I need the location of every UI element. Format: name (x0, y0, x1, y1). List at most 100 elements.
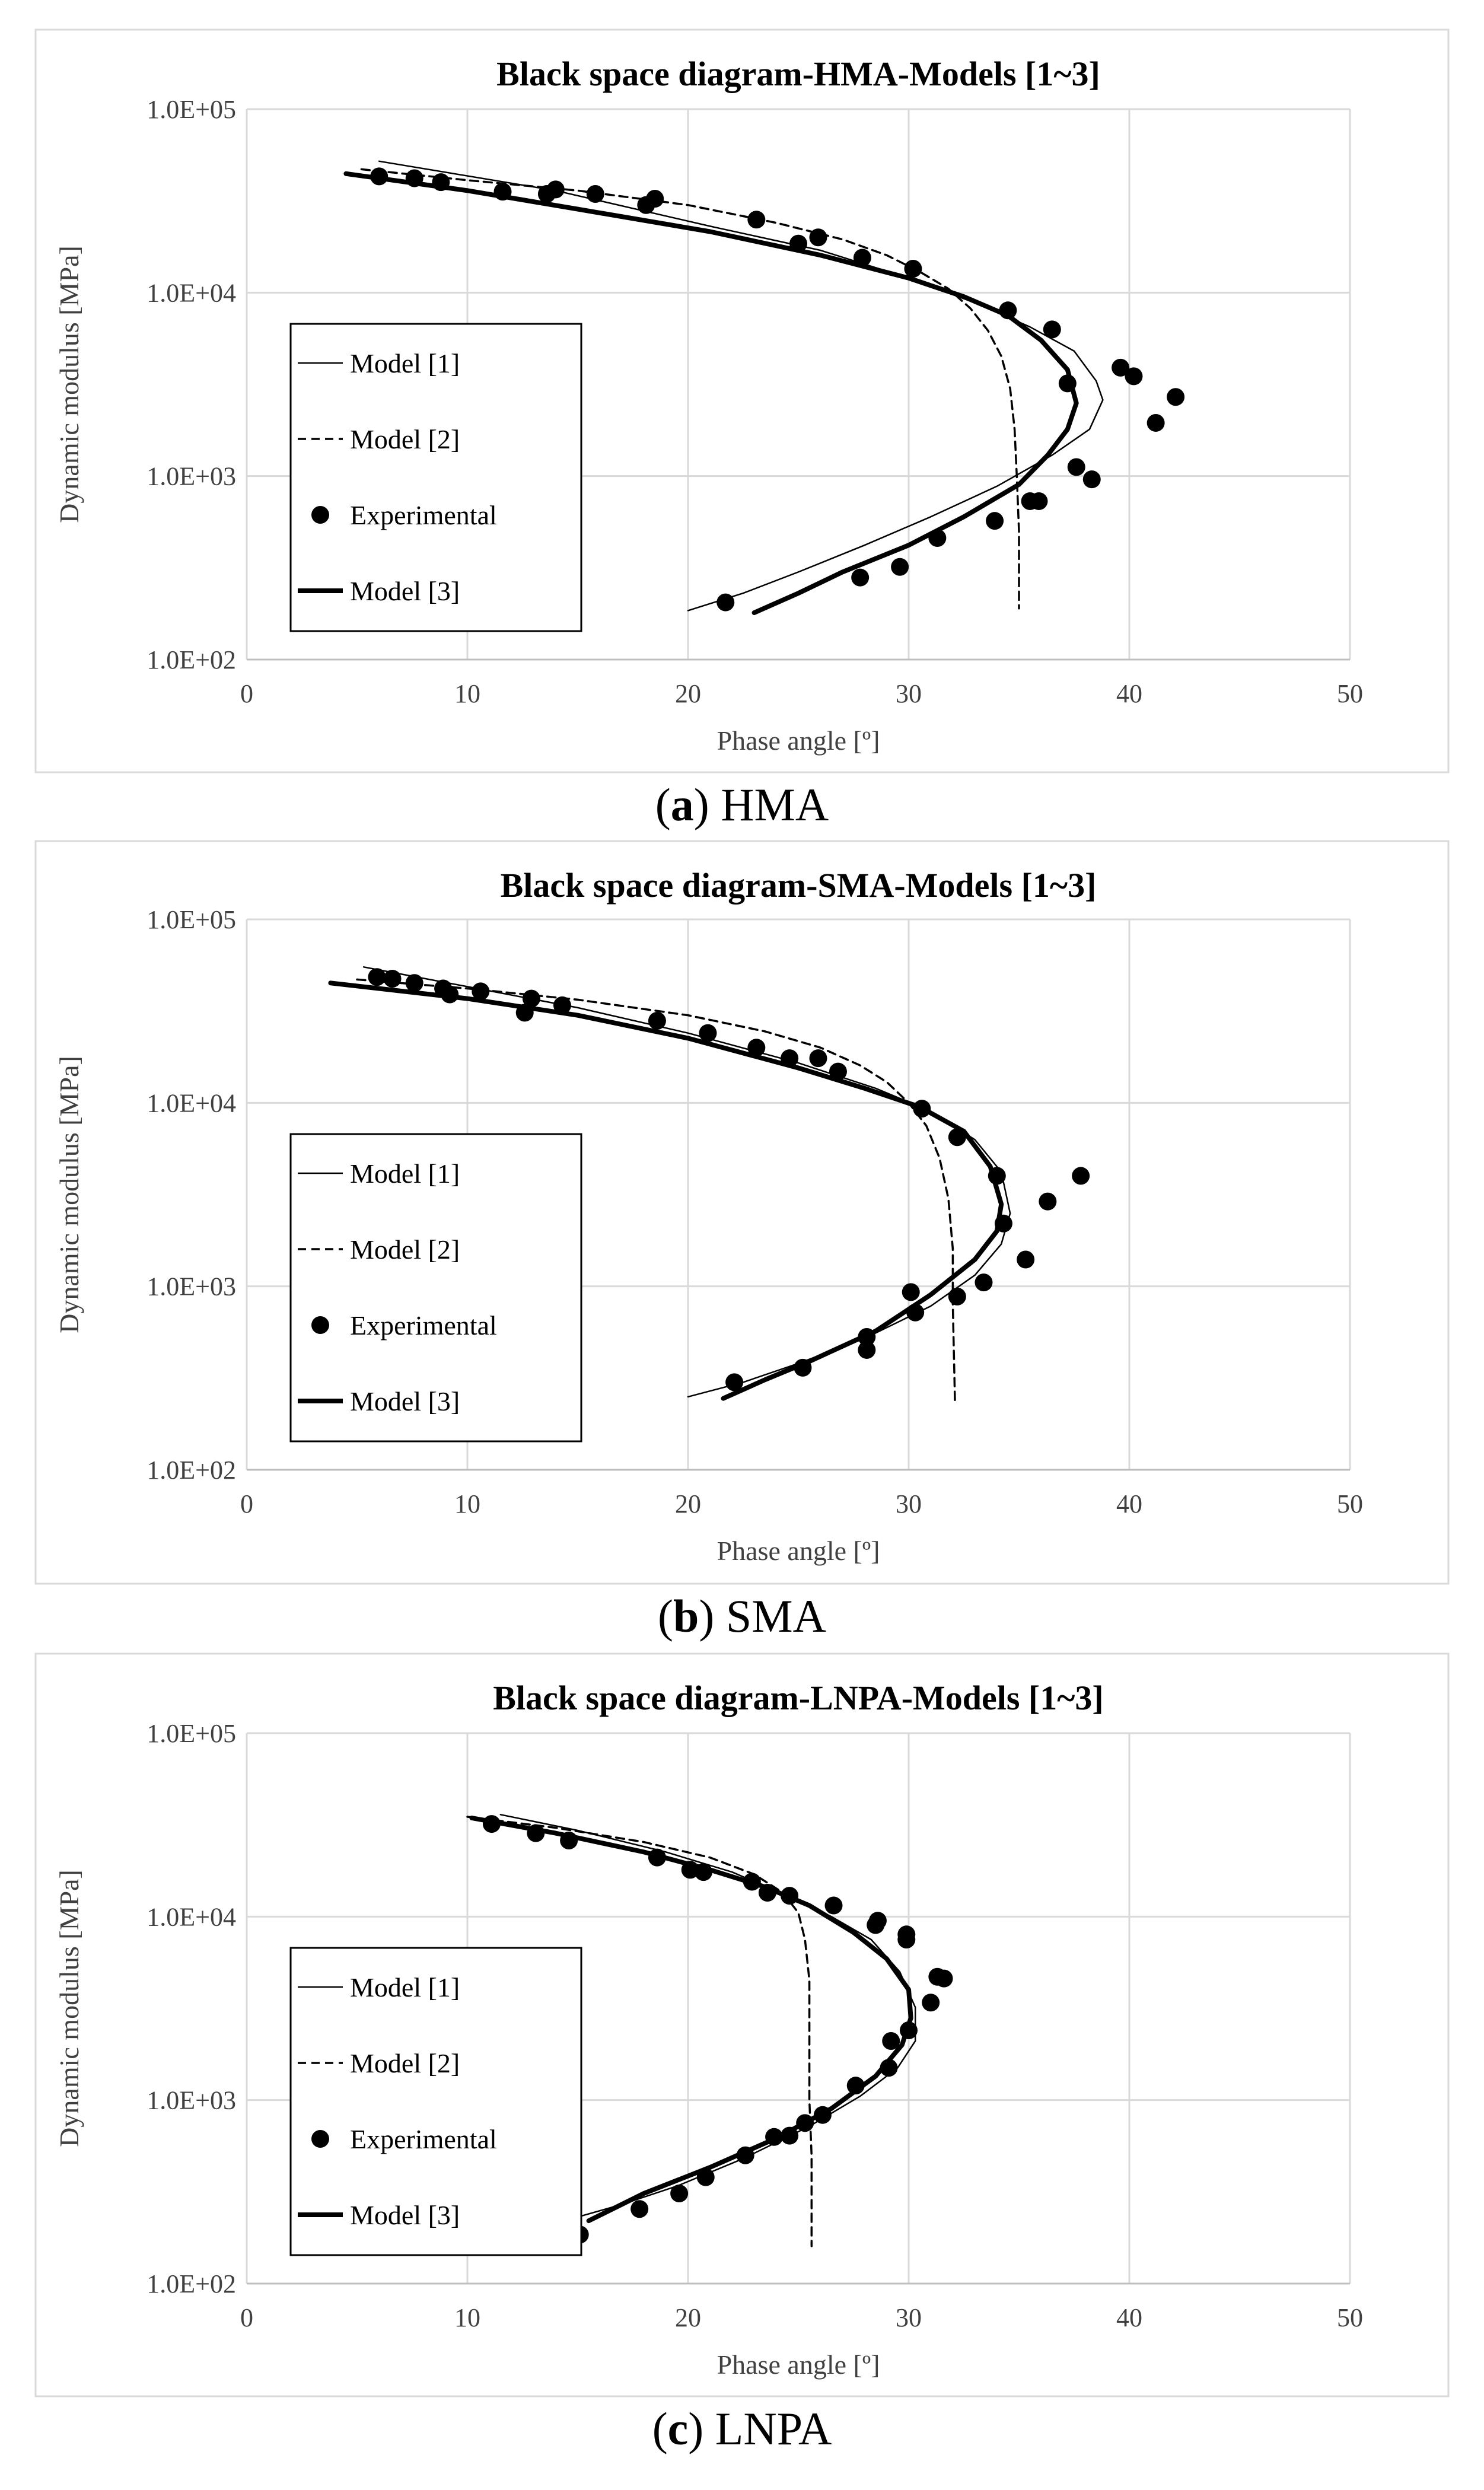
caption-c: (c) LNPA (652, 2403, 832, 2454)
series-line-model-3 (343, 171, 1079, 615)
x-axis-label: Phase angle [º] (717, 725, 880, 756)
data-point-experimental (986, 512, 1004, 530)
data-point-experimental (725, 1373, 744, 1392)
data-point-experimental (900, 2021, 918, 2040)
series-line-model-3 (328, 980, 1004, 1401)
chart-frame (34, 28, 1450, 773)
data-point-experimental (699, 1024, 717, 1042)
y-tick-label: 1.0E+05 (147, 905, 236, 934)
data-point-experimental (681, 1861, 699, 1879)
caption-text: HMA (709, 779, 829, 830)
data-point-experimental (789, 234, 807, 253)
data-point-experimental (441, 985, 459, 1004)
data-point-experimental (851, 568, 870, 587)
data-point-experimental (493, 183, 512, 201)
caption-text: SMA (714, 1590, 826, 1642)
data-point-experimental (515, 1004, 534, 1022)
legend-box (289, 323, 582, 632)
legend-label-experimental: Experimental (350, 500, 497, 530)
data-point-experimental (781, 2126, 799, 2145)
data-point-experimental (824, 1896, 843, 1915)
data-point-experimental (794, 1358, 812, 1377)
legend-label-model-3: Model [3] (350, 576, 460, 606)
data-point-experimental (758, 1884, 776, 1902)
chart-panel-2: 0 10 20 30 40 50 1.0E+02 1.0E+03 1.0E+04 1.0E+05 B… (34, 1652, 1450, 2397)
data-point-experimental (882, 2032, 900, 2050)
data-point-experimental (913, 1100, 931, 1118)
series-line-model-2 (356, 978, 956, 1405)
y-tick-label: 1.0E+02 (147, 2269, 236, 2298)
caption-text: LNPA (703, 2403, 832, 2454)
data-point-experimental (646, 189, 664, 208)
data-point-experimental (695, 1863, 713, 1881)
data-point-experimental (813, 2106, 832, 2124)
y-axis-label: Dynamic modulus [MPa] (54, 1870, 84, 2147)
data-point-experimental (1125, 367, 1143, 386)
chart-frame (34, 840, 1450, 1585)
data-point-experimental (988, 1167, 1006, 1185)
legend-label-model-1: Model [1] (350, 1158, 460, 1189)
x-tick-label: 10 (454, 2303, 480, 2332)
y-axis-label: Dynamic modulus [MPa] (54, 1056, 84, 1333)
data-point-experimental (546, 180, 565, 199)
chart-title: Black space diagram-LNPA-Models [1~3] (493, 1679, 1103, 1717)
plot-area (343, 160, 1185, 615)
x-tick-label: 20 (675, 679, 701, 708)
legend-label-model-2: Model [2] (350, 424, 460, 454)
data-point-experimental (853, 249, 871, 267)
data-point-experimental (472, 982, 490, 1001)
caption-letter: b (673, 1590, 699, 1642)
data-point-experimental (1167, 388, 1185, 406)
series-line-model-1 (499, 1814, 916, 2222)
legend: Model [1] Model [2] Experimental Model [3] (289, 1133, 582, 1443)
data-point-experimental (1030, 492, 1048, 510)
data-point-experimental (1072, 1167, 1090, 1185)
data-point-experimental (1067, 458, 1085, 476)
y-tick-label: 1.0E+02 (147, 1456, 236, 1485)
data-point-experimental (696, 2168, 715, 2186)
data-point-experimental (829, 1062, 847, 1081)
legend-marker-experimental (311, 506, 329, 524)
x-tick-label: 20 (675, 2303, 701, 2332)
legend-label-model-3: Model [3] (350, 2200, 460, 2230)
data-point-experimental (781, 1049, 799, 1068)
plot-area (466, 1814, 953, 2247)
data-point-experimental (891, 558, 909, 576)
data-point-experimental (670, 2185, 689, 2203)
x-tick-label: 50 (1337, 1489, 1363, 1518)
data-point-experimental (560, 1831, 578, 1849)
data-point-experimental (405, 974, 423, 992)
legend-marker-experimental (311, 1316, 329, 1334)
data-point-experimental (858, 1340, 876, 1359)
data-point-experimental (796, 2114, 814, 2132)
y-tick-label: 1.0E+02 (147, 645, 236, 674)
data-point-experimental (765, 2128, 784, 2146)
data-point-experimental (994, 1214, 1012, 1233)
data-point-experimental (880, 2059, 898, 2077)
caption-letter: c (667, 2403, 689, 2454)
y-tick-label: 1.0E+03 (147, 1272, 236, 1301)
data-point-experimental (586, 184, 604, 203)
y-tick-label: 1.0E+03 (147, 2086, 236, 2115)
data-point-experimental (902, 1283, 920, 1301)
x-tick-label: 30 (896, 2303, 922, 2332)
data-point-experimental (482, 1815, 501, 1833)
x-tick-label: 30 (896, 679, 922, 708)
data-point-experimental (897, 1925, 916, 1944)
x-tick-label: 30 (896, 1489, 922, 1518)
y-tick-label: 1.0E+04 (147, 1088, 236, 1117)
x-tick-label: 40 (1116, 1489, 1142, 1518)
data-point-experimental (809, 1049, 827, 1068)
chart-title: Black space diagram-SMA-Models [1~3] (501, 866, 1097, 905)
x-axis-label: Phase angle [º] (717, 2349, 880, 2380)
data-point-experimental (432, 173, 450, 192)
data-point-experimental (1039, 1192, 1057, 1211)
y-tick-label: 1.0E+04 (147, 278, 236, 307)
data-point-experimental (846, 2077, 865, 2095)
x-tick-label: 40 (1116, 2303, 1142, 2332)
data-point-experimental (858, 1327, 876, 1346)
legend-box (289, 1133, 582, 1443)
y-tick-label: 1.0E+03 (147, 462, 236, 491)
